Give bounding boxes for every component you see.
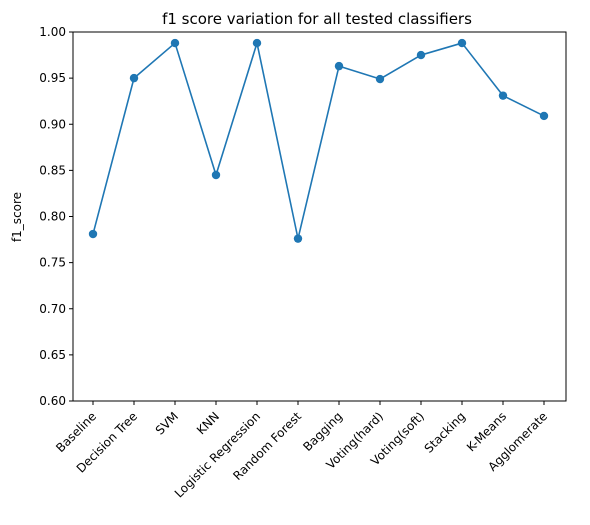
- data-point: [498, 91, 508, 100]
- data-point: [252, 38, 262, 48]
- y-axis: 0.60 0.65 0.70 0.75 0.80 0.85 0.90 0.95 1.00: [39, 25, 73, 408]
- data-point: [375, 74, 385, 84]
- data-point: [539, 111, 549, 121]
- series-line: [92, 42, 545, 240]
- y-tick-label: 1.00: [39, 25, 66, 39]
- data-point: [88, 229, 98, 239]
- y-tick-label: 0.75: [39, 256, 66, 270]
- data-point: [457, 38, 467, 48]
- y-tick-label: 0.80: [39, 210, 66, 224]
- x-tick-label: SVM: [153, 409, 181, 437]
- x-tick-label: KNN: [194, 409, 222, 437]
- y-tick-label: 0.90: [39, 117, 66, 131]
- data-point: [129, 73, 139, 83]
- y-axis-label: f1_score: [10, 192, 24, 242]
- plot-frame: [72, 31, 567, 402]
- data-point: [211, 170, 221, 180]
- chart-title: f1 score variation for all tested classi…: [162, 10, 472, 28]
- x-tick-label: Stacking: [422, 409, 469, 456]
- y-tick-label: 0.85: [39, 163, 66, 177]
- data-point: [334, 61, 344, 71]
- data-point: [170, 38, 180, 48]
- y-tick-label: 0.65: [39, 348, 66, 362]
- y-tick-label: 0.95: [39, 71, 66, 85]
- y-tick-label: 0.70: [39, 302, 66, 316]
- data-point: [416, 50, 426, 60]
- data-point: [293, 234, 303, 243]
- plot-area: [72, 31, 567, 402]
- y-tick-label: 0.60: [39, 394, 66, 408]
